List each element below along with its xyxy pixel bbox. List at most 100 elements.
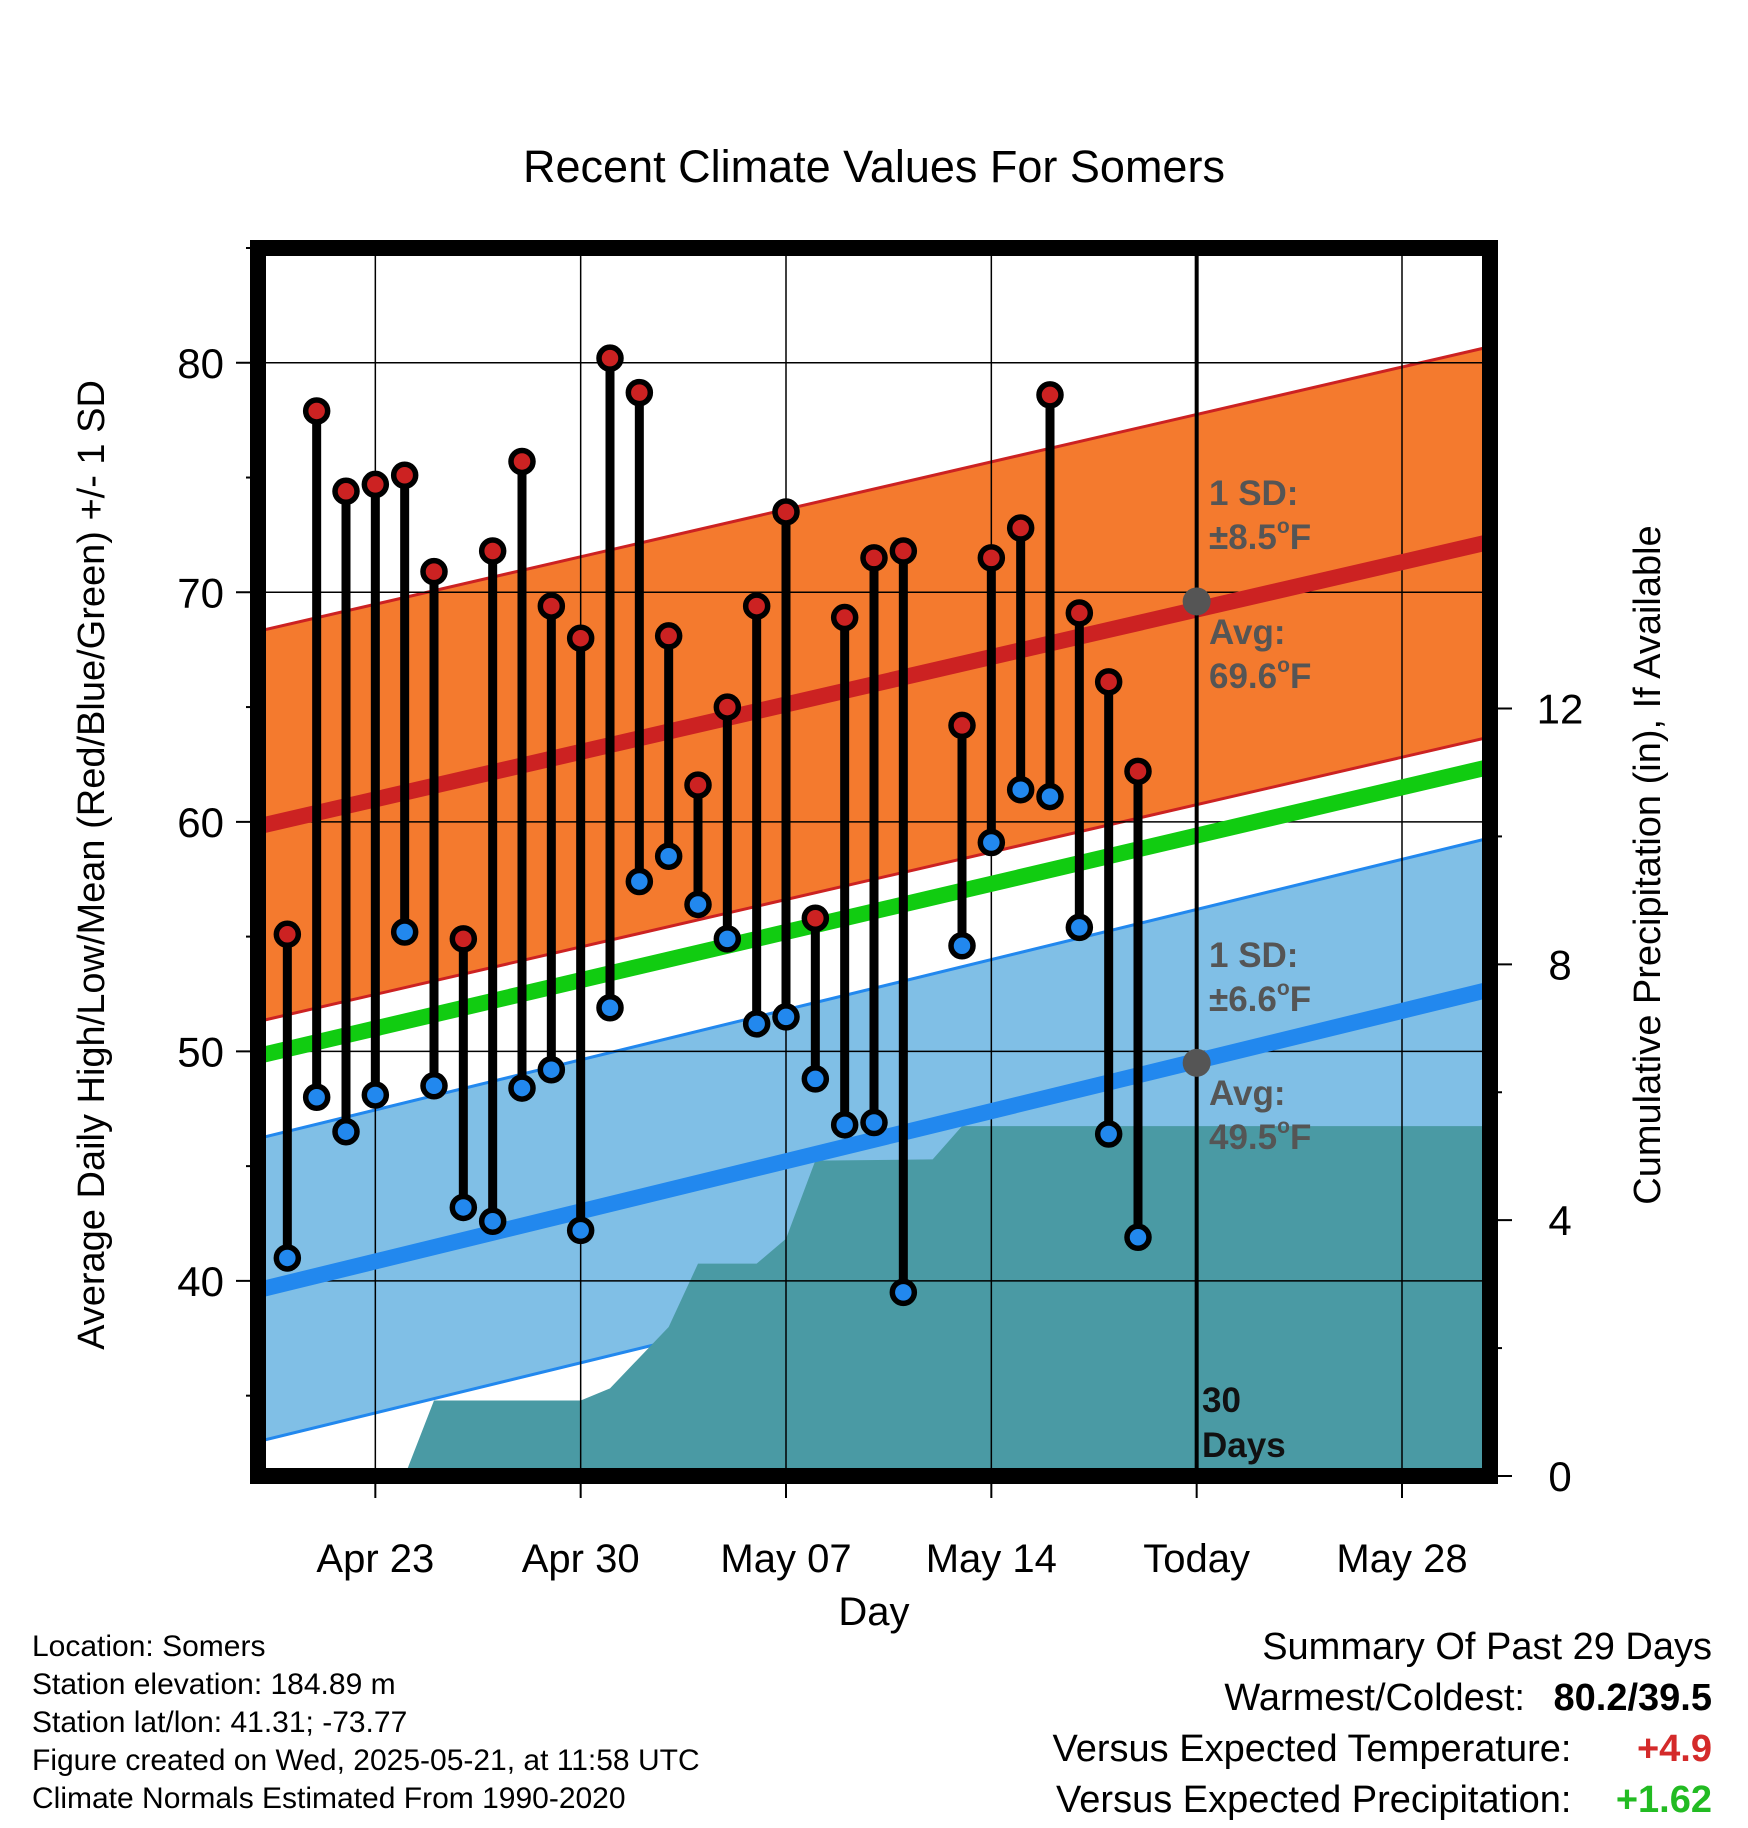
today-average-point (1182, 587, 1211, 616)
daily-low-point (830, 1111, 859, 1139)
daily-low-point (654, 842, 683, 871)
daily-high-point (566, 624, 595, 652)
daily-high-point (830, 603, 859, 632)
x-tick-label: May 14 (926, 1537, 1057, 1581)
plot-frame (250, 240, 1498, 1484)
latlon-text: Station lat/lon: 41.31; -73.77 (32, 1706, 408, 1739)
daily-low-point (977, 828, 1006, 857)
x-tick-label: May 28 (1336, 1537, 1467, 1581)
daily-low-point (1124, 1223, 1152, 1252)
daily-low-point (273, 1244, 302, 1272)
daily-high-point (390, 461, 419, 489)
low-annotation: 1 SD: ±6.6oF Avg: 49.5oF (1209, 936, 1311, 1157)
high-sd-label: 1 SD: (1209, 474, 1298, 513)
warm-cold-label: Warmest/Coldest: (1224, 1677, 1525, 1719)
warm-cold-value: 80.2/39.5 (1553, 1677, 1712, 1719)
daily-low-point (508, 1074, 536, 1102)
daily-low-point (860, 1108, 888, 1137)
precip-anomaly-value: +1.62 (1615, 1779, 1712, 1821)
daily-high-point (1065, 599, 1094, 627)
temp-anomaly-row: Versus Expected Temperature: +4.9 (1053, 1724, 1712, 1775)
x-tick-label: Apr 23 (316, 1537, 434, 1581)
daily-low-point (332, 1117, 360, 1146)
daily-low-point (625, 867, 654, 896)
y-tick-label: 50 (177, 1028, 224, 1075)
daily-high-point (332, 477, 360, 506)
low-avg-label: Avg: (1209, 1074, 1285, 1113)
daily-low-point (361, 1081, 390, 1109)
y2-tick-label: 0 (1548, 1453, 1571, 1500)
daily-low-point (742, 1010, 771, 1038)
summary-title: Summary Of Past 29 Days (1262, 1626, 1712, 1668)
daily-high-low-bars (273, 344, 1152, 1307)
daily-high-point (273, 920, 302, 949)
high-sd-value: ±8.5oF (1209, 515, 1311, 557)
temp-anomaly-label: Versus Expected Temperature: (1052, 1728, 1572, 1770)
daily-high-point (596, 344, 624, 372)
low-sd-label: 1 SD: (1209, 936, 1298, 975)
daily-low-point (596, 994, 624, 1022)
chart-title: Recent Climate Values For Somers (523, 141, 1225, 192)
cumulative-precip-area (404, 1126, 1490, 1476)
daily-low-point (948, 932, 976, 960)
high-annotation: 1 SD: ±8.5oF Avg: 69.6oF (1209, 474, 1311, 696)
daily-high-point (537, 592, 566, 620)
daily-low-point (801, 1065, 830, 1093)
daily-low-point (302, 1083, 331, 1112)
summary-panel: Summary Of Past 29 Days Warmest/Coldest:… (1053, 1622, 1712, 1826)
precip-anomaly-label: Versus Expected Precipitation: (1056, 1779, 1572, 1821)
high-avg-label: Avg: (1209, 613, 1285, 652)
daily-high-point (1036, 381, 1064, 409)
daily-high-point (449, 925, 478, 953)
location-text: Location: Somers (32, 1630, 266, 1663)
daily-high-point (361, 470, 390, 499)
plot-area (258, 248, 1490, 1476)
daily-high-point (302, 397, 331, 425)
normals-text: Climate Normals Estimated From 1990-2020 (32, 1782, 626, 1815)
today-average-markers (1182, 587, 1211, 1077)
station-info: Location: Somers Station elevation: 184.… (32, 1628, 700, 1818)
daily-low-point (1094, 1120, 1123, 1148)
daily-high-point (948, 711, 976, 740)
y2-tick-label: 12 (1537, 686, 1584, 733)
daily-low-point (390, 918, 419, 946)
window-days-number: 30 (1202, 1381, 1241, 1420)
daily-high-point (654, 622, 683, 650)
daily-high-point (713, 693, 742, 721)
y2-axis-label: Cumulative Precipitation (in), If Availa… (1627, 525, 1669, 1204)
daily-high-point (478, 537, 507, 565)
daily-high-point (1006, 514, 1035, 542)
x-axis-label: Day (838, 1590, 909, 1634)
daily-high-point (860, 544, 888, 572)
y-axis-ticks: 40 50 60 70 80 (177, 247, 258, 1397)
daily-low-point (478, 1207, 507, 1235)
daily-low-point (772, 1003, 800, 1031)
x-tick-label: Apr 30 (522, 1537, 640, 1581)
daily-low-point (1065, 913, 1094, 942)
daily-high-point (1124, 757, 1152, 786)
daily-high-point (508, 447, 536, 476)
y-axis-label: Average Daily High/Low/Mean (Red/Blue/Gr… (71, 380, 113, 1350)
daily-low-point (420, 1072, 448, 1100)
y-tick-label: 80 (177, 340, 224, 387)
y-tick-label: 60 (177, 799, 224, 846)
window-annotation: 30 Days (1202, 1381, 1286, 1465)
precip-anomaly-row: Versus Expected Precipitation: +1.62 (1053, 1775, 1712, 1826)
daily-high-point (420, 557, 448, 586)
daily-low-point (889, 1278, 918, 1307)
y-tick-label: 70 (177, 569, 224, 616)
daily-high-point (742, 592, 771, 620)
daily-high-point (977, 544, 1006, 572)
elevation-text: Station elevation: 184.89 m (32, 1668, 396, 1701)
window-days-unit: Days (1202, 1426, 1286, 1465)
x-axis-ticks: Apr 23 Apr 30 May 07 May 14 Today May 28 (316, 1476, 1468, 1581)
y-tick-label: 40 (177, 1258, 224, 1305)
daily-high-point (1094, 668, 1123, 696)
daily-low-point (1036, 782, 1064, 811)
normal-low-line (258, 981, 1490, 1298)
daily-high-point (772, 498, 800, 526)
daily-low-point (566, 1216, 595, 1245)
high-avg-value: 69.6oF (1209, 654, 1311, 696)
x-tick-label: May 07 (720, 1537, 851, 1581)
